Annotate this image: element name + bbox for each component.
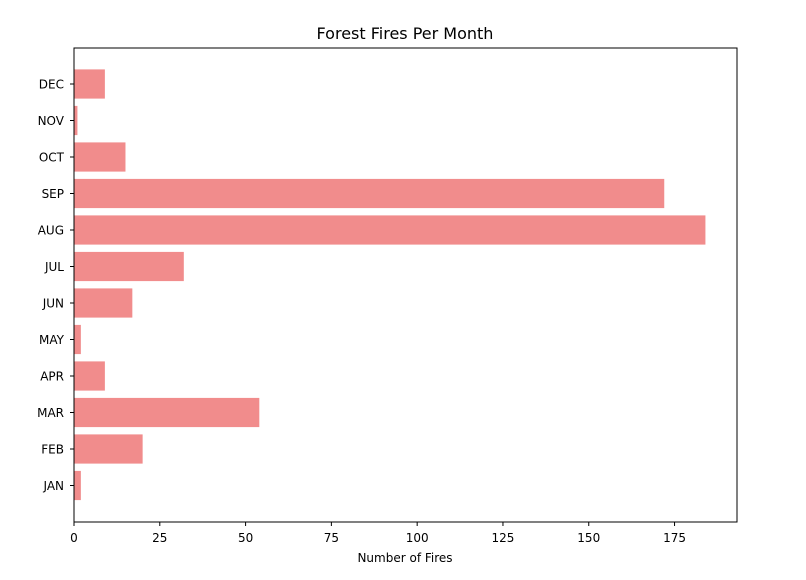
y-tick-label: NOV — [38, 114, 65, 128]
bar-nov — [74, 105, 78, 136]
y-tick-label: MAY — [39, 333, 65, 347]
x-axis-label: Number of Fires — [357, 551, 452, 565]
x-tick-label: 100 — [406, 531, 429, 545]
chart-title: Forest Fires Per Month — [317, 24, 494, 43]
x-tick-label: 25 — [152, 531, 167, 545]
y-tick-label: FEB — [41, 443, 64, 457]
y-axis-ticks: JAN FEB MAR APR MAY JUN JUL AUG SEP OCT NOV DEC — [37, 78, 74, 493]
x-tick-label: 150 — [577, 531, 600, 545]
bar-may — [74, 324, 81, 355]
x-tick-label: 50 — [238, 531, 253, 545]
y-tick-label: SEP — [42, 187, 64, 201]
y-tick-label: APR — [40, 370, 64, 384]
bar-oct — [74, 142, 126, 172]
bars-group — [74, 69, 706, 501]
plot-frame — [73, 47, 738, 523]
y-tick-label: MAR — [37, 406, 64, 420]
bar-jan — [74, 470, 81, 501]
x-tick-label: 0 — [70, 531, 78, 545]
bar-aug — [74, 215, 706, 245]
bar-dec — [74, 69, 105, 99]
bar-mar — [74, 397, 260, 428]
y-tick-label: JUL — [44, 260, 64, 274]
y-tick-label: JAN — [42, 479, 64, 493]
y-tick-label: JUN — [42, 297, 64, 311]
x-tick-label: 75 — [324, 531, 339, 545]
y-tick-label: OCT — [39, 151, 65, 165]
bar-jul — [74, 251, 184, 282]
x-tick-label: 175 — [663, 531, 686, 545]
bar-apr — [74, 361, 105, 391]
y-tick-label: AUG — [38, 224, 64, 238]
bar-feb — [74, 434, 143, 464]
bar-jun — [74, 288, 133, 318]
y-tick-label: DEC — [39, 78, 64, 92]
x-axis-ticks: 0 25 50 75 100 125 150 175 — [70, 522, 686, 545]
x-tick-label: 125 — [492, 531, 515, 545]
bar-sep — [74, 178, 665, 209]
